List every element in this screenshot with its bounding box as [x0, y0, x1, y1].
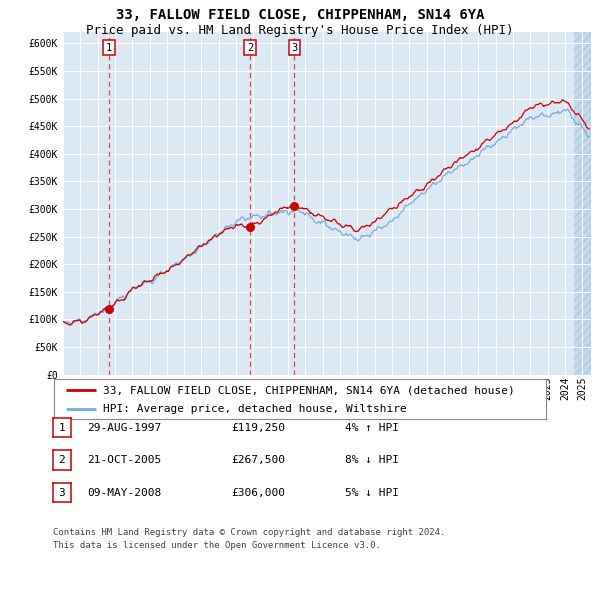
- Text: 2: 2: [58, 455, 65, 465]
- Text: HPI: Average price, detached house, Wiltshire: HPI: Average price, detached house, Wilt…: [103, 404, 407, 414]
- Text: 1: 1: [58, 423, 65, 432]
- Text: 2: 2: [247, 42, 253, 53]
- Bar: [574, 32, 591, 375]
- Text: 21-OCT-2005: 21-OCT-2005: [87, 455, 161, 465]
- Text: 3: 3: [291, 42, 298, 53]
- Text: £306,000: £306,000: [231, 488, 285, 497]
- Text: £119,250: £119,250: [231, 423, 285, 432]
- Text: Price paid vs. HM Land Registry's House Price Index (HPI): Price paid vs. HM Land Registry's House …: [86, 24, 514, 37]
- Text: 8% ↓ HPI: 8% ↓ HPI: [345, 455, 399, 465]
- Text: 5% ↓ HPI: 5% ↓ HPI: [345, 488, 399, 497]
- Text: £267,500: £267,500: [231, 455, 285, 465]
- Text: 1: 1: [106, 42, 112, 53]
- Text: 4% ↑ HPI: 4% ↑ HPI: [345, 423, 399, 432]
- Text: 33, FALLOW FIELD CLOSE, CHIPPENHAM, SN14 6YA (detached house): 33, FALLOW FIELD CLOSE, CHIPPENHAM, SN14…: [103, 385, 515, 395]
- Text: Contains HM Land Registry data © Crown copyright and database right 2024.
This d: Contains HM Land Registry data © Crown c…: [53, 528, 445, 549]
- Text: 33, FALLOW FIELD CLOSE, CHIPPENHAM, SN14 6YA: 33, FALLOW FIELD CLOSE, CHIPPENHAM, SN14…: [116, 8, 484, 22]
- Text: 3: 3: [58, 488, 65, 497]
- Text: 29-AUG-1997: 29-AUG-1997: [87, 423, 161, 432]
- Text: 09-MAY-2008: 09-MAY-2008: [87, 488, 161, 497]
